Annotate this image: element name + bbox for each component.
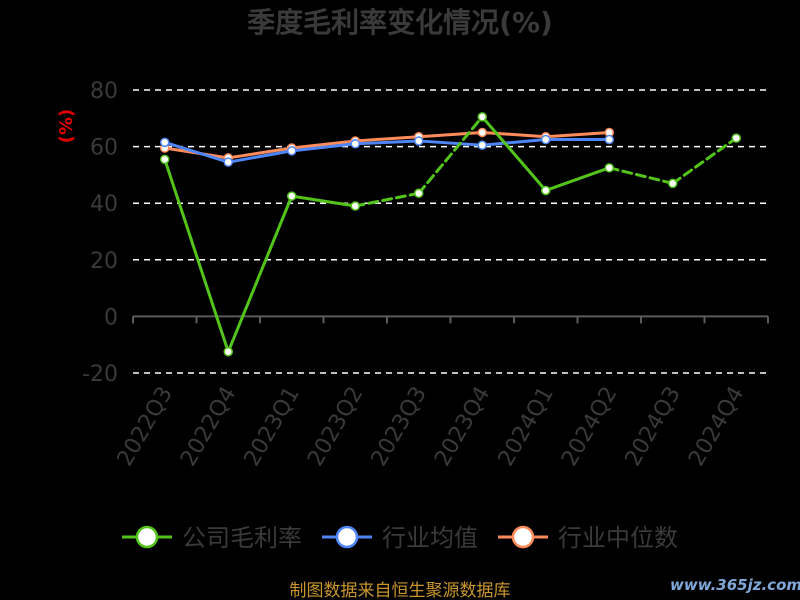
series-line-segment bbox=[353, 191, 421, 208]
series-line-segment bbox=[163, 140, 230, 164]
x-tick-label: 2023Q4 bbox=[430, 383, 495, 471]
series-lines bbox=[160, 112, 741, 357]
series-line-segment bbox=[353, 139, 421, 146]
data-point bbox=[287, 146, 297, 156]
y-tick-label: 0 bbox=[104, 305, 118, 330]
y-tick-label: 20 bbox=[90, 249, 118, 274]
x-tick-label: 2022Q3 bbox=[113, 383, 178, 471]
y-tick-label: 80 bbox=[90, 79, 118, 104]
x-tick-label: 2023Q3 bbox=[367, 383, 432, 471]
x-tick-label: 2023Q1 bbox=[240, 383, 305, 471]
series-line-segment bbox=[544, 130, 611, 139]
data-point bbox=[731, 133, 741, 143]
series-line-segment bbox=[226, 194, 294, 354]
legend-marker bbox=[135, 525, 159, 549]
series-line-segment bbox=[163, 157, 230, 354]
series-line-segment bbox=[290, 142, 357, 153]
series-line-segment bbox=[607, 166, 675, 185]
data-point bbox=[668, 178, 678, 189]
y-axis-unit-label: (%) bbox=[56, 109, 77, 144]
data-point bbox=[160, 137, 170, 148]
data-source-footer: 制图数据来自恒生聚源数据库 bbox=[290, 581, 511, 600]
legend-label: 行业均值 bbox=[382, 524, 478, 552]
series-line-segment bbox=[226, 146, 294, 160]
legend-marker bbox=[335, 525, 359, 549]
y-tick-label: -20 bbox=[82, 362, 118, 387]
data-point bbox=[604, 134, 614, 145]
watermark: www.365jz.com bbox=[670, 576, 800, 594]
chart-title: 季度毛利率变化情况(%) bbox=[247, 6, 553, 39]
data-point bbox=[350, 201, 360, 211]
series-line-segment bbox=[226, 149, 294, 164]
legend-label: 行业中位数 bbox=[558, 524, 678, 552]
data-point bbox=[414, 188, 424, 199]
legend: 公司毛利率 行业均值 行业中位数 bbox=[122, 524, 678, 552]
legend-marker bbox=[511, 525, 535, 549]
y-axis-ticks: 80 60 40 20 0 -20 bbox=[82, 79, 118, 387]
x-tick-label: 2024Q1 bbox=[494, 383, 559, 471]
x-tick-label: 2023Q2 bbox=[303, 383, 368, 471]
data-point bbox=[477, 140, 487, 150]
series-line-segment bbox=[290, 194, 357, 208]
y-tick-label: 40 bbox=[90, 192, 118, 217]
data-point bbox=[477, 112, 487, 122]
x-axis-ticks: 2022Q32022Q42023Q12023Q22023Q32023Q42024… bbox=[113, 383, 750, 471]
data-point bbox=[604, 163, 614, 173]
series-line-segment bbox=[290, 139, 357, 150]
data-point bbox=[287, 191, 297, 201]
data-point bbox=[223, 347, 233, 357]
legend-label: 公司毛利率 bbox=[182, 524, 302, 552]
series-line-segment bbox=[353, 135, 421, 143]
data-point bbox=[350, 139, 360, 149]
data-point bbox=[223, 157, 233, 167]
series-line-segment bbox=[671, 136, 738, 185]
x-tick-label: 2024Q2 bbox=[557, 383, 622, 471]
series-2 bbox=[160, 127, 614, 163]
data-point bbox=[541, 134, 551, 145]
series-line-segment bbox=[480, 138, 548, 147]
series-1 bbox=[160, 134, 614, 167]
series-line-segment bbox=[417, 130, 484, 139]
x-tick-label: 2024Q4 bbox=[684, 383, 749, 471]
x-axis bbox=[132, 315, 769, 324]
y-tick-label: 60 bbox=[90, 136, 118, 161]
data-point bbox=[414, 136, 424, 146]
series-line-segment bbox=[417, 139, 484, 147]
x-tick-label: 2022Q4 bbox=[176, 383, 241, 471]
data-point bbox=[160, 154, 170, 165]
data-point bbox=[477, 127, 487, 138]
grid-lines bbox=[133, 89, 768, 374]
series-line-segment bbox=[480, 130, 548, 139]
series-line-segment bbox=[480, 115, 548, 192]
series-line-segment bbox=[417, 115, 484, 195]
series-0 bbox=[160, 112, 741, 357]
data-point bbox=[541, 185, 551, 196]
x-tick-label: 2024Q3 bbox=[621, 383, 686, 471]
series-line-segment bbox=[544, 166, 611, 192]
